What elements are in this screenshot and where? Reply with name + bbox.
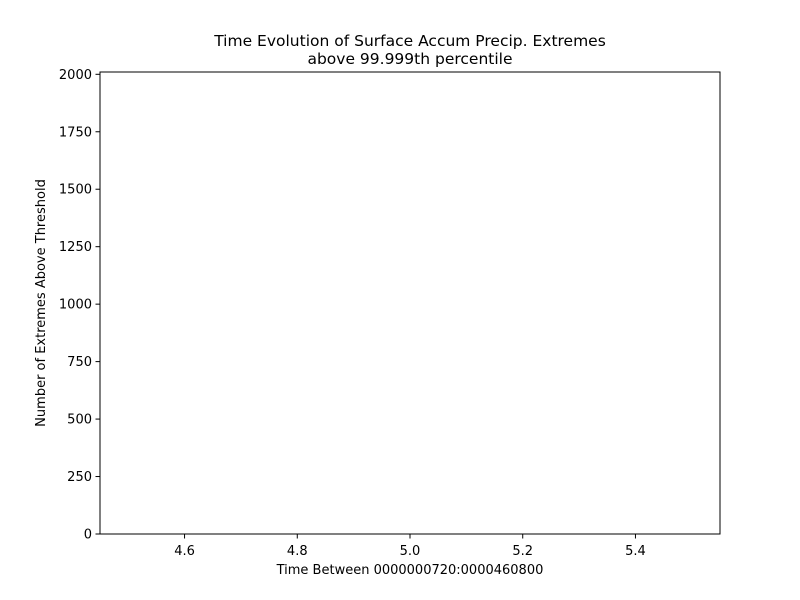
x-tick-label: 5.2 (512, 544, 533, 559)
y-tick-label: 1750 (59, 125, 92, 140)
plot-area-frame (99, 71, 721, 535)
y-tick-label: 0 (84, 528, 92, 543)
y-tick-label: 250 (67, 470, 92, 485)
y-tick-label: 750 (67, 355, 92, 370)
y-axis-label: Number of Extremes Above Threshold (34, 179, 49, 427)
x-tick-label: 5.0 (400, 544, 421, 559)
y-tick-label: 500 (67, 413, 92, 428)
x-tick-label: 4.6 (174, 544, 195, 559)
chart-subtitle: above 99.999th percentile (307, 50, 512, 68)
y-tick-label: 1000 (59, 298, 92, 313)
chart-title: Time Evolution of Surface Accum Precip. … (213, 32, 606, 50)
x-axis-label: Time Between 0000000720:0000460800 (276, 563, 544, 578)
x-tick-label: 4.8 (287, 544, 308, 559)
x-tick-label: 5.4 (625, 544, 646, 559)
y-tick-label: 1500 (59, 183, 92, 198)
y-axis-ticks: 0 250 500 750 1000 1250 1500 1750 2000 (59, 68, 100, 543)
y-tick-label: 1250 (59, 240, 92, 255)
x-axis-ticks: 4.6 4.8 5.0 5.2 5.4 (174, 534, 646, 559)
y-tick-label: 2000 (59, 68, 92, 83)
